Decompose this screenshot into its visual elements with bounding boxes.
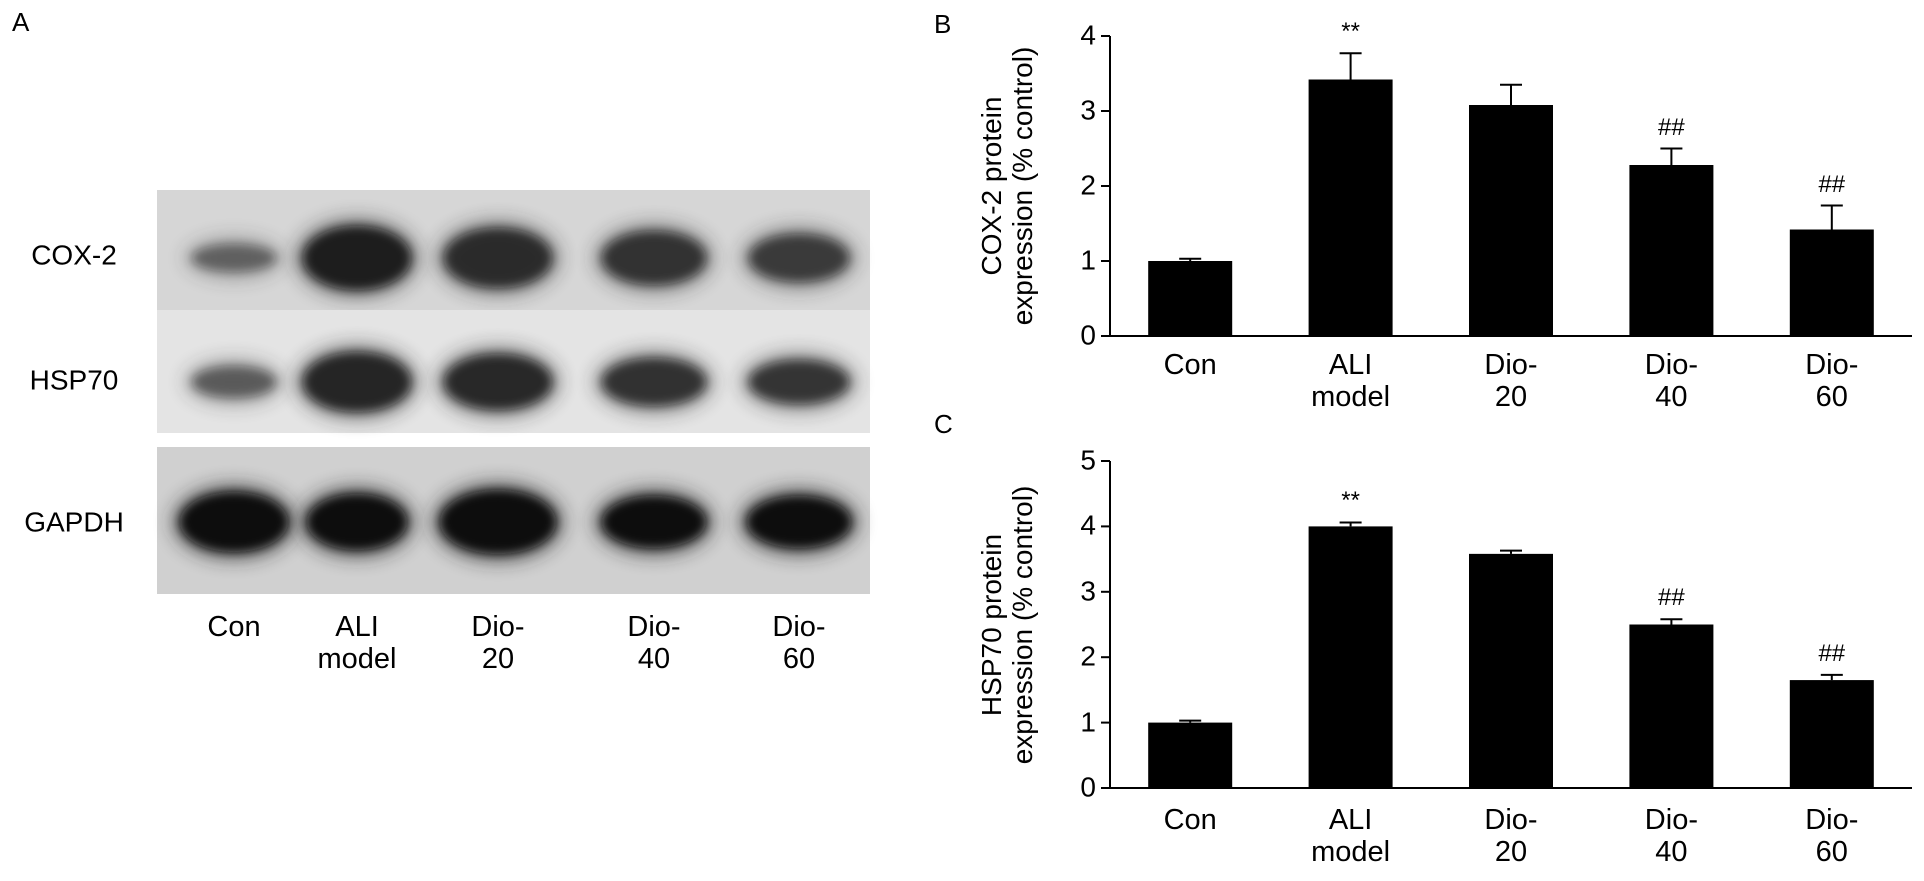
annotation: ## (1658, 113, 1685, 141)
annotation: ** (1341, 487, 1360, 515)
error-bar (1660, 618, 1683, 625)
annotation: ## (1658, 584, 1685, 612)
blot-band (602, 496, 706, 548)
x-tick-label: Con (1163, 349, 1217, 381)
error-bar (1500, 83, 1522, 105)
blot-band (602, 231, 706, 285)
blot-band (444, 228, 552, 288)
annotation: ## (1818, 170, 1846, 198)
y-tick-label: 4 (1080, 19, 1096, 51)
panel-label: C (934, 409, 953, 439)
blot-band (307, 494, 407, 550)
x-tick-label: ALI model (1311, 804, 1391, 868)
bar (1789, 229, 1874, 336)
panel-label: A (12, 7, 30, 37)
y-tick-label: 5 (1080, 444, 1096, 476)
bar (1308, 79, 1393, 336)
blot-row-label: COX-2 (31, 239, 117, 271)
blot-band (749, 234, 849, 282)
bar (1308, 526, 1393, 788)
y-tick-label: 2 (1080, 640, 1096, 672)
error-bar (1500, 549, 1522, 554)
blot-band (747, 496, 851, 548)
y-tick-label: 0 (1080, 319, 1096, 351)
error-bar (1820, 204, 1843, 230)
error-bar (1820, 673, 1843, 681)
blot-band (180, 492, 288, 552)
x-tick-label: Dio-60 (1805, 349, 1859, 413)
x-tick-label: Dio-60 (1805, 804, 1859, 868)
blot-band (192, 244, 276, 272)
y-tick-label: 1 (1080, 706, 1096, 738)
bar (1469, 105, 1553, 336)
blot-band (749, 360, 849, 404)
error-bar (1660, 147, 1683, 165)
y-tick-label: 1 (1080, 244, 1096, 276)
y-axis-label: HSP70 protein expression (% control) (976, 485, 1038, 764)
error-bar (1339, 521, 1362, 527)
blot-row-label: HSP70 (29, 364, 119, 396)
y-tick-label: 2 (1080, 169, 1096, 201)
bar (1148, 722, 1233, 788)
lane-label: ALI model (317, 611, 397, 675)
error-bar (1179, 719, 1202, 723)
annotation: ** (1341, 18, 1360, 46)
y-axis-label: COX-2 protein expression (% control) (976, 46, 1038, 326)
panel-label: B (934, 9, 952, 39)
bar (1629, 165, 1714, 336)
bar (1789, 680, 1874, 788)
blot-band (192, 366, 276, 398)
y-tick-label: 3 (1080, 94, 1096, 126)
annotation: ## (1818, 639, 1846, 667)
x-tick-label: ALI model (1311, 349, 1391, 413)
lane-label: Con (207, 611, 261, 643)
x-tick-label: Dio-40 (1644, 349, 1698, 413)
blot-band (303, 352, 411, 412)
y-tick-label: 4 (1080, 509, 1096, 541)
blot-band (440, 490, 556, 554)
bar (1469, 553, 1553, 788)
lane-label: Dio-60 (772, 611, 826, 675)
blot-row-label: GAPDH (24, 506, 124, 538)
blot-band (444, 354, 552, 410)
y-tick-label: 0 (1080, 771, 1096, 803)
error-bar (1339, 52, 1362, 80)
y-tick-label: 3 (1080, 575, 1096, 607)
bar (1629, 624, 1714, 788)
lane-label: Dio-40 (627, 611, 681, 675)
x-tick-label: Dio-20 (1484, 804, 1538, 868)
x-tick-label: Dio-20 (1484, 349, 1538, 413)
error-bar (1179, 257, 1202, 261)
x-tick-label: Dio-40 (1644, 804, 1698, 868)
blot-band (602, 358, 706, 406)
blot-band (303, 226, 411, 290)
lane-label: Dio-20 (471, 611, 525, 675)
x-tick-label: Con (1163, 804, 1217, 836)
bar (1148, 261, 1233, 336)
